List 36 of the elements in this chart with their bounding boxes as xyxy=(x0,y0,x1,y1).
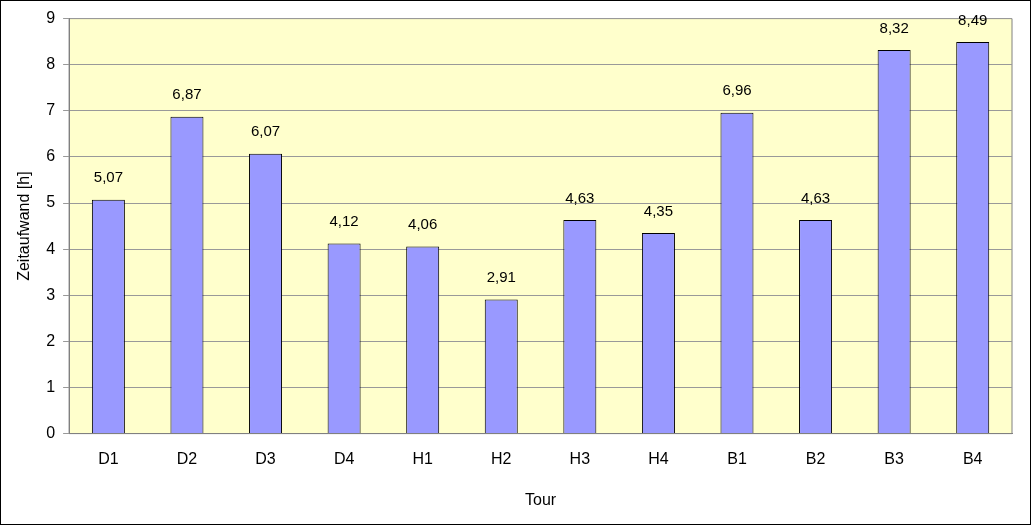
y-tick-label: 5 xyxy=(46,193,56,211)
y-tick-label: 3 xyxy=(46,285,56,303)
data-label: 4,06 xyxy=(408,215,438,233)
data-label: 8,32 xyxy=(879,18,909,36)
x-tick-label: D4 xyxy=(333,449,355,467)
data-label: 8,49 xyxy=(958,10,988,28)
data-label: 6,96 xyxy=(722,81,752,99)
data-label: 6,07 xyxy=(250,122,281,140)
y-tick-label: 8 xyxy=(46,55,56,73)
x-tick-label: H2 xyxy=(491,449,512,467)
x-tick-label: B2 xyxy=(805,449,826,467)
x-tick-label: D3 xyxy=(255,449,276,467)
y-tick-label: 1 xyxy=(46,377,56,395)
data-label: 4,12 xyxy=(329,212,359,230)
y-tick-label: 0 xyxy=(46,424,56,442)
x-axis-title: Tour xyxy=(524,490,557,508)
data-label: 4,35 xyxy=(643,201,674,219)
y-tick-label: 4 xyxy=(46,239,56,257)
data-label: 4,63 xyxy=(565,188,595,206)
data-label: 6,87 xyxy=(172,85,202,103)
x-tick-label: H4 xyxy=(648,449,669,467)
y-tick-label: 9 xyxy=(46,9,56,27)
data-label: 4,63 xyxy=(800,188,831,206)
x-tick-label: H1 xyxy=(412,449,434,467)
data-label: 2,91 xyxy=(486,268,516,286)
x-tick-label: D1 xyxy=(98,449,119,467)
x-tick-label: D2 xyxy=(176,449,198,467)
x-tick-label: B4 xyxy=(962,449,983,467)
data-label: 5,07 xyxy=(93,168,123,186)
y-tick-label: 7 xyxy=(46,101,56,119)
y-tick-label: 2 xyxy=(46,331,56,349)
y-axis-title: Zeitaufwand [h] xyxy=(15,171,33,281)
y-tick-label: 6 xyxy=(46,147,56,165)
x-tick-label: H3 xyxy=(569,449,591,467)
x-tick-label: B1 xyxy=(727,449,747,467)
x-tick-label: B3 xyxy=(884,449,905,467)
